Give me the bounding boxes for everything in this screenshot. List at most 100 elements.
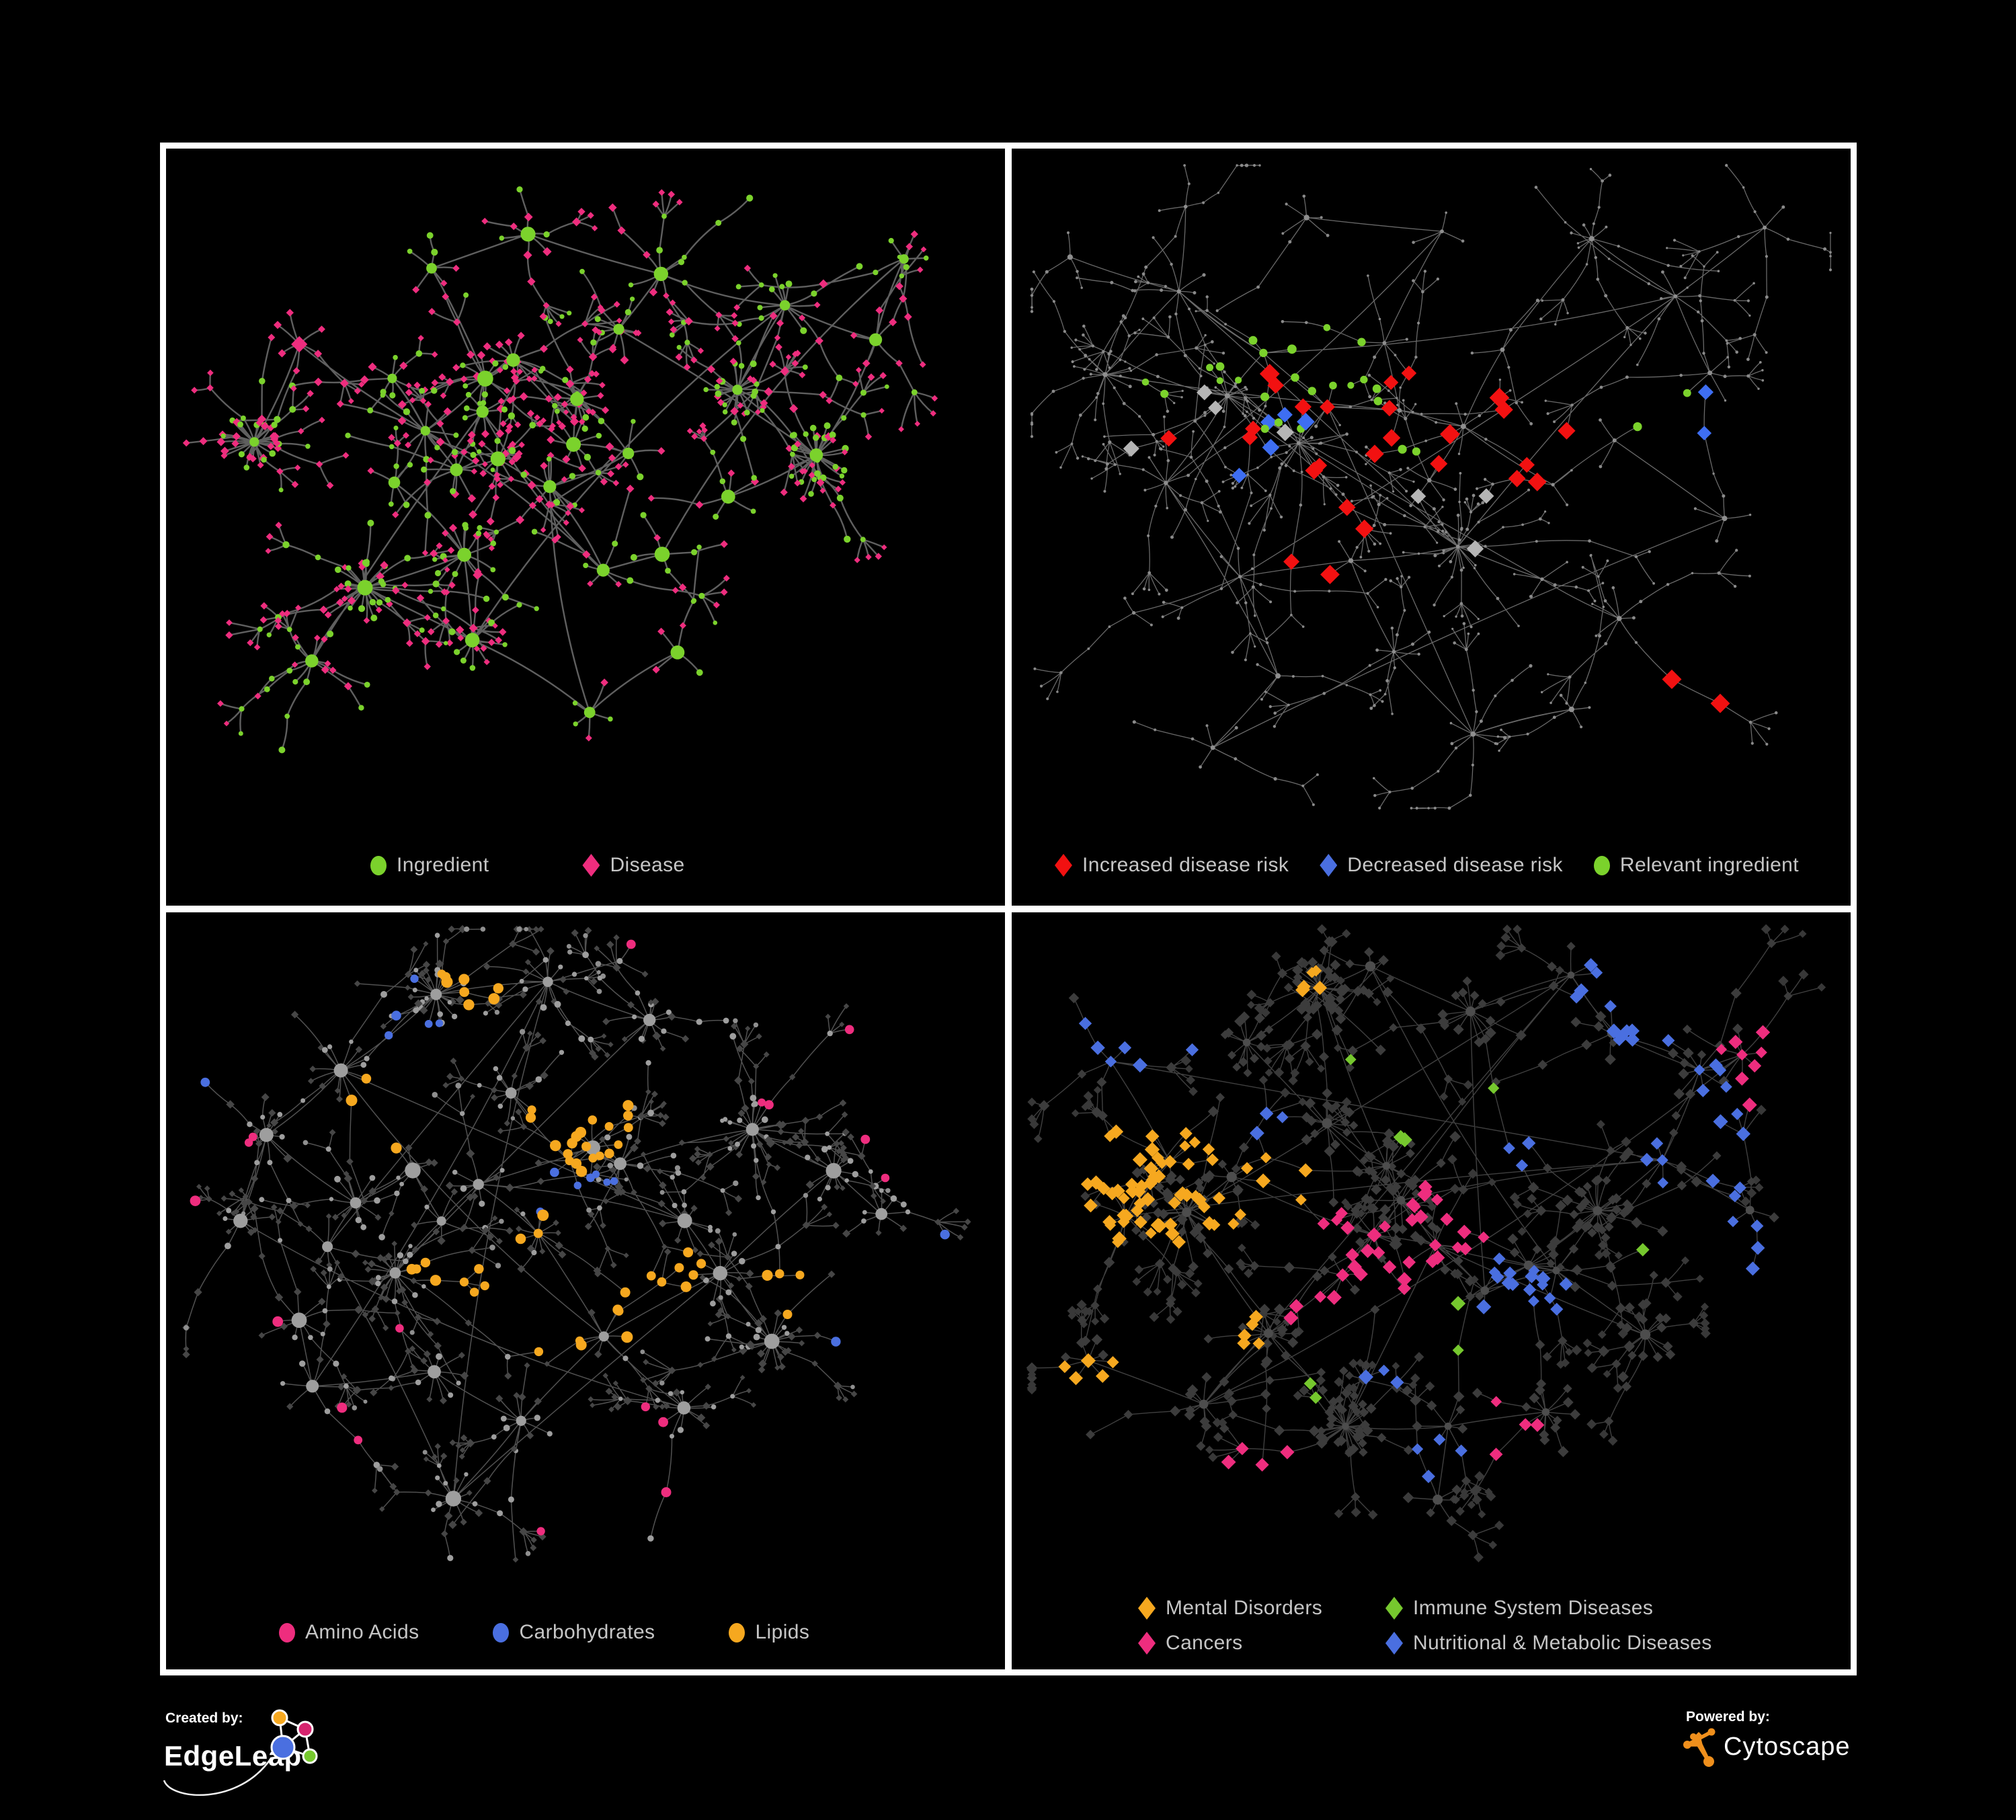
graph-node [1444, 1422, 1452, 1430]
graph-node [1569, 1244, 1579, 1254]
graph-node [508, 446, 516, 454]
graph-node [278, 487, 284, 493]
graph-node [1254, 1013, 1265, 1024]
graph-node [1523, 1209, 1532, 1218]
graph-node [1466, 540, 1484, 557]
graph-node [809, 424, 817, 432]
graph-node [410, 945, 418, 953]
graph-node [802, 364, 808, 370]
graph-node [605, 1388, 613, 1395]
graph-node [432, 1092, 438, 1098]
graph-node [1134, 280, 1137, 284]
graph-node [1154, 504, 1158, 508]
graph-node [260, 422, 270, 430]
graph-node [303, 1140, 309, 1146]
graph-node [394, 1190, 400, 1197]
graph-node [643, 1013, 656, 1027]
graph-node [727, 1120, 733, 1125]
graph-node [1590, 553, 1592, 557]
graph-node [1456, 514, 1460, 517]
graph-node [526, 1244, 535, 1253]
graph-node [1161, 615, 1164, 619]
graph-node [1166, 506, 1168, 510]
graph-node [1076, 1337, 1088, 1349]
graph-node [895, 360, 903, 367]
graph-node [839, 1099, 847, 1107]
graph-node [1303, 214, 1309, 221]
graph-node [648, 1099, 654, 1105]
graph-node [1234, 757, 1238, 761]
graph-node [470, 452, 477, 459]
graph-node [844, 1025, 854, 1035]
graph-node [591, 1053, 599, 1061]
graph-node [1426, 478, 1432, 483]
graph-node [1373, 542, 1377, 546]
graph-node [760, 399, 768, 407]
graph-node [850, 1384, 855, 1390]
graph-node [623, 1111, 633, 1121]
graph-node [1203, 411, 1207, 415]
graph-node [1127, 334, 1131, 338]
graph-node [835, 485, 842, 493]
graph-node [1119, 374, 1122, 378]
graph-node [624, 1177, 629, 1182]
graph-node [1467, 1501, 1476, 1509]
graph-node [1217, 192, 1220, 194]
graph-node [1631, 616, 1636, 620]
graph-node [341, 1373, 348, 1380]
graph-node [1523, 1260, 1533, 1270]
graph-node [610, 1261, 617, 1269]
graph-node [760, 403, 767, 411]
graph-node [1631, 1217, 1642, 1228]
graph-node [1535, 1385, 1545, 1396]
graph-node [1510, 678, 1514, 682]
legend-item: Disease [582, 854, 684, 877]
graph-node [357, 580, 373, 596]
graph-node [674, 1236, 682, 1244]
graph-node [1260, 424, 1269, 433]
graph-node [1798, 930, 1807, 938]
graph-node [1348, 1358, 1359, 1369]
graph-node [1755, 1046, 1767, 1058]
graph-node [594, 316, 601, 323]
graph-node [1619, 1152, 1629, 1162]
graph-node [1335, 994, 1346, 1004]
graph-node [436, 420, 444, 428]
graph-node [183, 1345, 190, 1352]
graph-node [415, 1379, 421, 1386]
graph-node [1467, 632, 1470, 635]
graph-node [480, 926, 486, 932]
graph-node [1452, 1269, 1463, 1279]
graph-node [725, 1209, 733, 1216]
graph-node [1303, 1377, 1317, 1390]
graph-node [764, 1100, 774, 1110]
graph-node [1329, 381, 1337, 390]
graph-node [881, 544, 887, 551]
graph-node [1185, 1405, 1195, 1415]
graph-node [1438, 564, 1441, 567]
graph-node [1683, 1047, 1694, 1059]
graph-node [254, 1160, 260, 1166]
graph-node [631, 419, 636, 424]
graph-node [508, 1496, 514, 1503]
graph-node [1186, 1075, 1195, 1085]
graph-node [490, 467, 495, 473]
graph-node [291, 1312, 307, 1329]
graph-node [559, 1050, 565, 1055]
graph-node [1460, 615, 1464, 618]
graph-node [1316, 1375, 1326, 1386]
legend-label: Decreased disease risk [1347, 854, 1563, 876]
legend-label: Lipids [755, 1621, 810, 1643]
graph-node [424, 512, 432, 519]
graph-node [307, 1078, 315, 1084]
graph-node [1237, 1336, 1251, 1350]
graph-node [1558, 1446, 1569, 1458]
graph-node [441, 1530, 448, 1538]
graph-node [696, 1019, 702, 1025]
graph-node [1759, 361, 1762, 364]
graph-node [1425, 1381, 1435, 1392]
graph-node [1341, 492, 1345, 496]
graph-node [715, 390, 722, 397]
graph-node [1196, 1441, 1206, 1451]
graph-node [704, 1336, 711, 1342]
